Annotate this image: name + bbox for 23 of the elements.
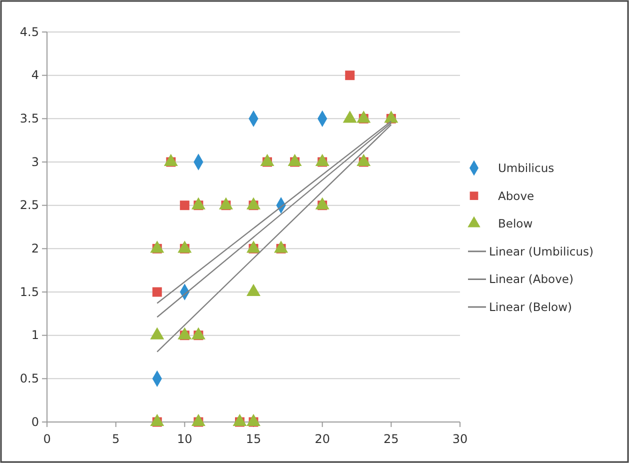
x-tick-label: 25 bbox=[384, 432, 399, 446]
y-tick-label: 3.5 bbox=[20, 112, 39, 126]
x-tick-label: 10 bbox=[177, 432, 192, 446]
x-tick-label: 15 bbox=[246, 432, 262, 446]
y-tick-label: 4.5 bbox=[20, 24, 39, 39]
x-tick-label: 20 bbox=[314, 432, 330, 446]
y-tick-label: 2 bbox=[31, 242, 39, 256]
x-tick-label: 5 bbox=[112, 432, 120, 446]
x-tick-label: 30 bbox=[452, 432, 468, 446]
y-tick-label: 1 bbox=[31, 328, 39, 342]
y-tick-label: 3 bbox=[31, 154, 39, 169]
legend-label: Linear (Below) bbox=[489, 300, 572, 314]
y-tick-label: 0.5 bbox=[20, 372, 39, 386]
y-tick-label: 0 bbox=[31, 414, 39, 429]
legend-label: Above bbox=[498, 188, 534, 203]
legend-label: Linear (Umbilicus) bbox=[489, 244, 594, 258]
x-tick-label: 0 bbox=[43, 432, 51, 446]
y-tick-label: 1.5 bbox=[20, 284, 39, 299]
legend-label: Linear (Above) bbox=[489, 272, 574, 286]
y-tick-label: 4 bbox=[31, 68, 39, 82]
legend-label: Umbilicus bbox=[498, 161, 554, 175]
y-tick-label: 2.5 bbox=[20, 198, 39, 212]
legend-label: Below bbox=[498, 216, 533, 231]
